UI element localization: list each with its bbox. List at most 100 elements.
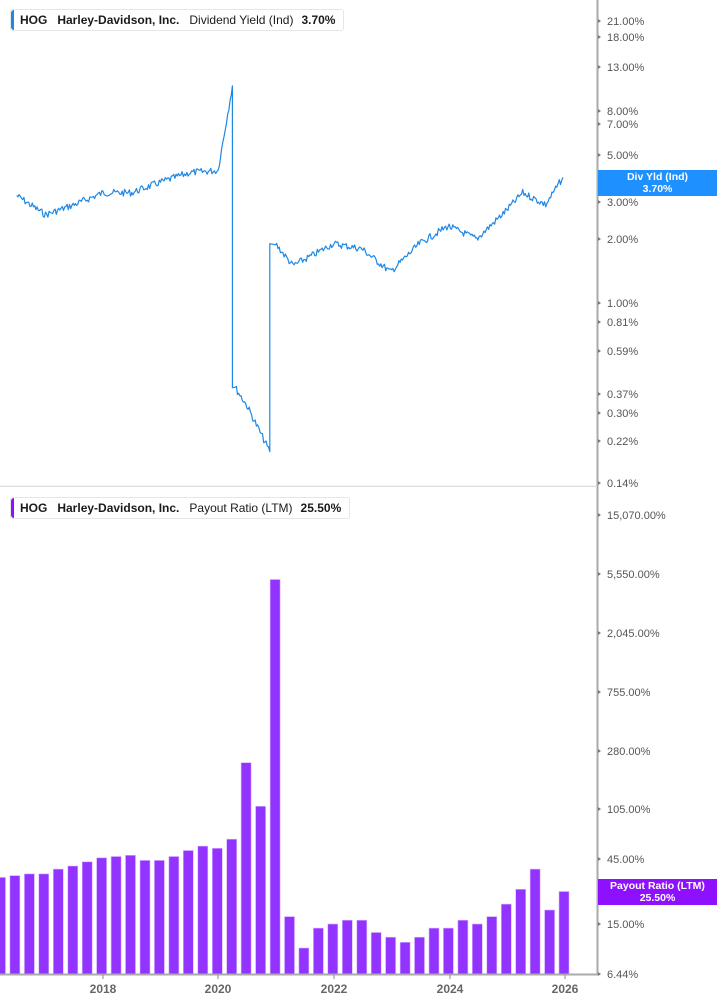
tick-mark-icon (598, 749, 601, 753)
payout-bar[interactable] (341, 919, 353, 975)
payout-bar[interactable] (327, 923, 339, 975)
tick-mark-icon (598, 301, 601, 305)
tick-mark-icon (598, 411, 601, 415)
payout-bar[interactable] (298, 947, 310, 975)
payout-bar[interactable] (370, 932, 382, 975)
payout-bar[interactable] (24, 873, 35, 975)
payout-bar[interactable] (356, 919, 368, 975)
payout-bar[interactable] (486, 916, 498, 975)
payout-bar[interactable] (544, 909, 555, 975)
x-tick-label: 2024 (437, 982, 464, 996)
payout-bar[interactable] (269, 579, 281, 975)
y-tick-label: 8.00% (607, 106, 638, 118)
badge-label: Payout Ratio (LTM) (610, 880, 705, 892)
tick-mark-icon (598, 572, 601, 576)
payout-bar[interactable] (457, 919, 469, 975)
y-tick-label: 2.00% (607, 234, 638, 246)
payout-bar[interactable] (529, 868, 541, 975)
tick-mark-icon (598, 200, 601, 204)
tick-mark-icon (598, 807, 601, 811)
legend-company: Harley-Davidson, Inc. (57, 501, 180, 515)
payout-bar[interactable] (81, 861, 93, 975)
legend-metric: Dividend Yield (Ind) (189, 13, 294, 27)
payout-bar[interactable] (96, 857, 107, 975)
x-tick-label: 2020 (205, 982, 232, 996)
payout-bar[interactable] (38, 873, 50, 975)
x-tick-label: 2026 (552, 982, 579, 996)
tick-mark-icon (598, 513, 601, 517)
y-tick-label: 0.59% (607, 346, 638, 358)
payout-bar[interactable] (168, 856, 180, 975)
y-tick-label: 2,045.00% (607, 628, 660, 640)
payout-bar[interactable] (443, 927, 454, 975)
payout-bar[interactable] (471, 923, 483, 975)
payout-bar[interactable] (197, 845, 209, 975)
payout-bar[interactable] (212, 847, 223, 975)
y-tick-label: 1.00% (607, 298, 638, 310)
y-tick-label: 755.00% (607, 687, 651, 699)
payout-bar[interactable] (240, 762, 252, 975)
tick-mark-icon (598, 631, 601, 635)
y-tick-label: 105.00% (607, 804, 651, 816)
badge-label: Div Yld (Ind) (626, 171, 689, 183)
y-tick-label: 15.00% (607, 919, 645, 931)
payout-bar[interactable] (139, 860, 151, 975)
tick-mark-icon (598, 481, 601, 485)
y-tick-label: 7.00% (607, 119, 638, 131)
dividend-yield-panel: 21.00% 18.00% 13.00% 8.00% 7.00% 5.00% 3.00% 2.… (0, 0, 717, 487)
payout-bar[interactable] (0, 877, 6, 975)
legend-company: Harley-Davidson, Inc. (57, 13, 180, 27)
y-tick-label: 18.00% (607, 32, 645, 44)
payout-bar[interactable] (154, 860, 165, 975)
legend-value: 25.50% (300, 501, 342, 515)
legend-swatch-blue (11, 10, 14, 30)
y-tick-label: 0.22% (607, 436, 638, 448)
payout-bar[interactable] (399, 941, 411, 975)
payout-bar[interactable] (110, 856, 122, 975)
payout-bar[interactable] (428, 927, 440, 975)
payout-bar[interactable] (125, 854, 136, 975)
payout-bar[interactable] (284, 916, 295, 975)
payout-bar[interactable] (226, 838, 237, 975)
y-tick-label: 0.30% (607, 408, 638, 420)
legend-ticker: HOG (20, 501, 48, 515)
payout-bar[interactable] (183, 850, 194, 975)
legend-metric: Payout Ratio (LTM) (189, 501, 293, 515)
y-tick-label: 13.00% (607, 62, 645, 74)
payout-bar[interactable] (515, 888, 527, 975)
tick-mark-icon (598, 349, 601, 353)
tick-mark-icon (598, 320, 601, 324)
payout-ratio-panel: 15,070.00% 5,550.00% 2,045.00% 755.00% 280.0… (0, 487, 717, 1005)
tick-mark-icon (598, 392, 601, 396)
tick-mark-icon (598, 65, 601, 69)
legend-swatch-purple (11, 498, 14, 518)
payout-bar[interactable] (9, 875, 21, 975)
x-tick-label: 2022 (321, 982, 348, 996)
legend-value: 3.70% (301, 13, 336, 27)
payout-bar[interactable] (313, 927, 324, 975)
y-tick-label: 21.00% (607, 16, 645, 28)
payout-ratio-legend[interactable]: HOG Harley-Davidson, Inc. Payout Ratio (… (10, 497, 351, 519)
badge-value: 3.70% (642, 183, 673, 195)
payout-bar[interactable] (385, 936, 396, 975)
payout-bar[interactable] (52, 868, 64, 975)
payout-bar[interactable] (558, 891, 570, 975)
badge-value: 25.50% (639, 892, 676, 904)
tick-mark-icon (598, 109, 601, 113)
x-tick-label: 2018 (90, 982, 117, 996)
y-tick-label: 15,070.00% (607, 510, 666, 522)
tick-mark-icon (598, 237, 601, 241)
tick-mark-icon (598, 922, 601, 926)
payout-bar[interactable] (67, 865, 79, 975)
dividend-yield-legend[interactable]: HOG Harley-Davidson, Inc. Dividend Yield… (10, 9, 345, 31)
tick-mark-icon (598, 35, 601, 39)
payout-bar[interactable] (500, 903, 512, 975)
y-tick-label: 0.14% (607, 478, 638, 487)
payout-bar[interactable] (414, 936, 425, 975)
legend-ticker: HOG (20, 13, 48, 27)
payout-bar[interactable] (255, 805, 266, 975)
payout-ratio-badge: Payout Ratio (LTM) 25.50% (598, 879, 717, 905)
y-tick-label: 5,550.00% (607, 569, 660, 581)
y-tick-label: 0.37% (607, 389, 638, 401)
tick-mark-icon (598, 122, 601, 126)
